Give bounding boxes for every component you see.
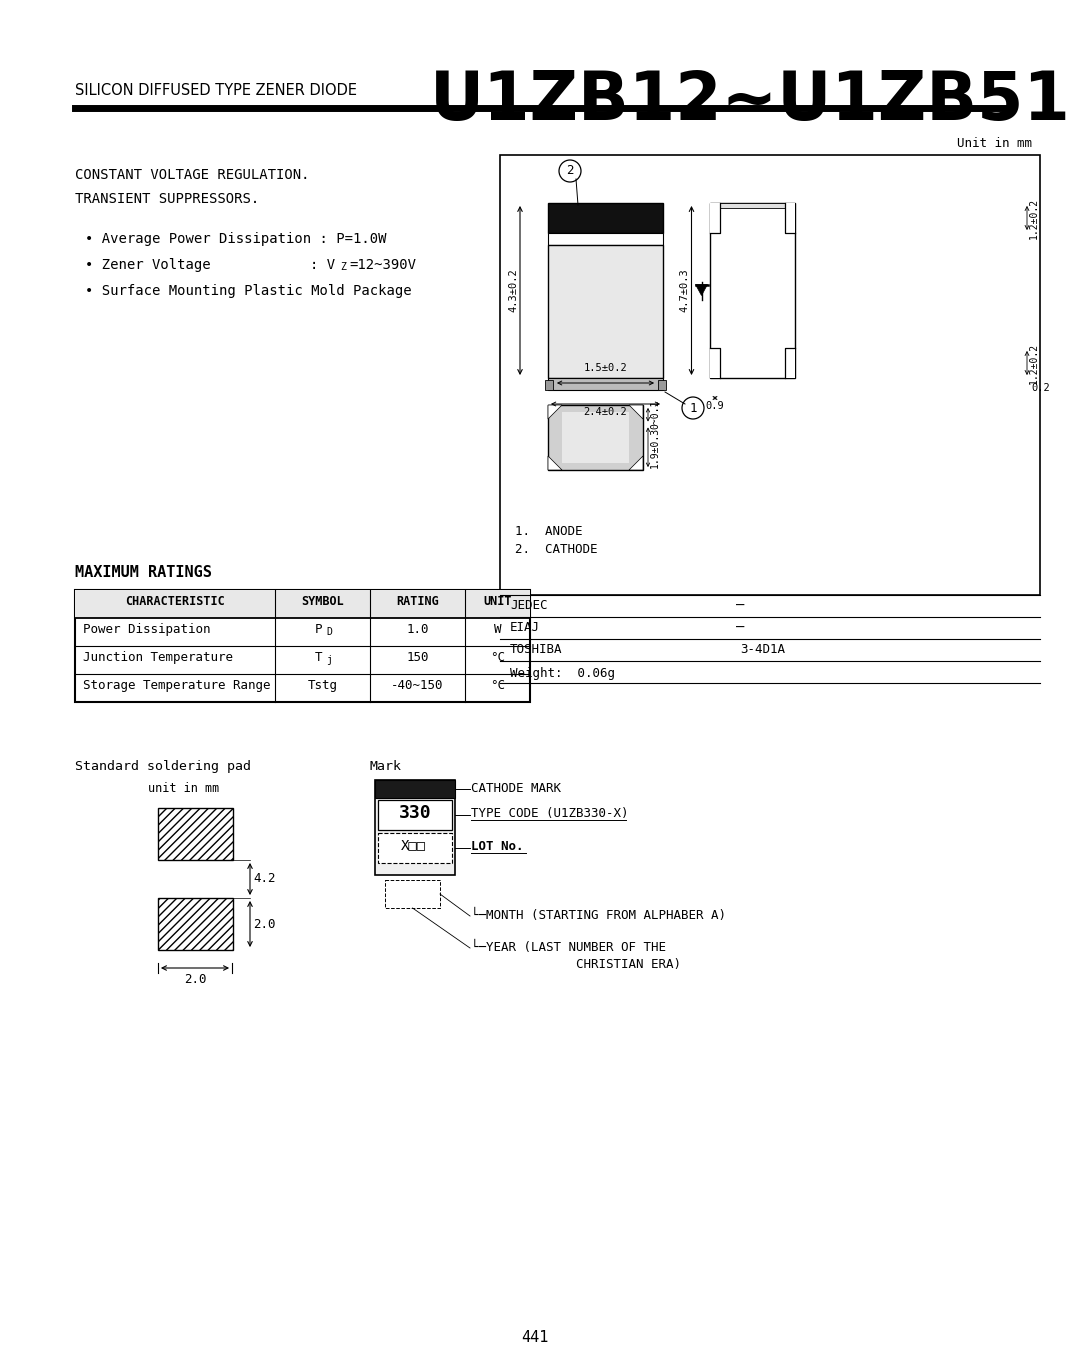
Polygon shape xyxy=(629,405,643,419)
Bar xyxy=(159,898,233,950)
Text: 1.9±0.3: 1.9±0.3 xyxy=(650,427,660,468)
Text: CHARACTERISTIC: CHARACTERISTIC xyxy=(125,595,225,607)
Text: 1.0: 1.0 xyxy=(406,622,428,636)
Text: 2.0: 2.0 xyxy=(184,973,207,986)
Bar xyxy=(785,348,795,378)
Bar xyxy=(75,590,530,618)
Text: Z: Z xyxy=(340,262,346,272)
Text: └─YEAR (LAST NUMBER OF THE: └─YEAR (LAST NUMBER OF THE xyxy=(471,940,666,954)
Text: 0.2: 0.2 xyxy=(1031,384,1050,393)
Text: SYMBOL: SYMBOL xyxy=(301,595,344,607)
Text: –: – xyxy=(736,621,744,635)
Bar xyxy=(500,156,1040,595)
Polygon shape xyxy=(548,456,562,470)
Text: CONSTANT VOLTAGE REGULATION.: CONSTANT VOLTAGE REGULATION. xyxy=(75,168,310,182)
Bar xyxy=(159,808,233,860)
Text: SILICON DIFFUSED TYPE ZENER DIODE: SILICON DIFFUSED TYPE ZENER DIODE xyxy=(75,83,357,98)
Text: TOSHIBA: TOSHIBA xyxy=(510,643,562,657)
Text: 2.  CATHODE: 2. CATHODE xyxy=(515,543,598,556)
Text: Unit in mm: Unit in mm xyxy=(957,136,1032,150)
Text: LOT No.: LOT No. xyxy=(471,839,524,853)
Text: └─MONTH (STARTING FROM ALPHABER A): └─MONTH (STARTING FROM ALPHABER A) xyxy=(471,909,726,923)
Text: UNIT: UNIT xyxy=(483,595,512,607)
Polygon shape xyxy=(695,284,708,295)
Text: Power Dissipation: Power Dissipation xyxy=(82,622,211,636)
Text: 1: 1 xyxy=(690,401,697,415)
Text: TYPE CODE (U1ZB330-X): TYPE CODE (U1ZB330-X) xyxy=(471,807,629,820)
Text: • Zener Voltage: • Zener Voltage xyxy=(85,258,211,272)
Text: Junction Temperature: Junction Temperature xyxy=(82,651,233,663)
Bar xyxy=(718,203,787,207)
Text: : V: : V xyxy=(310,258,335,272)
Text: 1.5±0.2: 1.5±0.2 xyxy=(584,363,628,373)
Text: Standard soldering pad: Standard soldering pad xyxy=(75,760,251,773)
Text: 4.3±0.2: 4.3±0.2 xyxy=(508,269,518,313)
Bar xyxy=(378,800,452,830)
Text: 3-4D1A: 3-4D1A xyxy=(740,643,785,657)
Text: 2.0: 2.0 xyxy=(253,917,275,931)
Bar xyxy=(785,203,795,233)
Bar xyxy=(548,378,663,390)
Polygon shape xyxy=(548,405,562,419)
Text: 2.4±0.2: 2.4±0.2 xyxy=(584,407,628,416)
Bar xyxy=(710,203,720,233)
Text: 330: 330 xyxy=(398,804,432,822)
Bar xyxy=(548,233,663,244)
Bar xyxy=(548,405,643,470)
Text: -40~150: -40~150 xyxy=(391,678,443,692)
Text: CHRISTIAN ERA): CHRISTIAN ERA) xyxy=(471,958,681,971)
Text: CATHODE MARK: CATHODE MARK xyxy=(471,782,561,794)
Text: Weight:  0.06g: Weight: 0.06g xyxy=(510,667,615,680)
Text: MAXIMUM RATINGS: MAXIMUM RATINGS xyxy=(75,565,212,580)
Text: Tstg: Tstg xyxy=(307,678,337,692)
Text: EIAJ: EIAJ xyxy=(510,621,540,633)
Bar xyxy=(548,244,663,378)
Text: JEDEC: JEDEC xyxy=(510,599,547,612)
Text: Storage Temperature Range: Storage Temperature Range xyxy=(82,678,271,692)
Bar xyxy=(548,203,663,233)
Bar xyxy=(384,880,440,908)
Text: P: P xyxy=(315,622,322,636)
Text: 1.  ANODE: 1. ANODE xyxy=(515,526,583,538)
Text: RATING: RATING xyxy=(396,595,439,607)
Bar xyxy=(658,379,666,390)
Bar xyxy=(545,379,553,390)
Text: T: T xyxy=(315,651,322,663)
Bar xyxy=(562,412,629,463)
Text: 1.2±0.2: 1.2±0.2 xyxy=(1029,198,1039,239)
Text: 1.2±0.2: 1.2±0.2 xyxy=(1029,343,1039,384)
Bar xyxy=(375,779,455,799)
Text: =12~390V: =12~390V xyxy=(349,258,416,272)
Text: unit in mm: unit in mm xyxy=(148,782,220,794)
Text: 0~0.1: 0~0.1 xyxy=(650,400,660,430)
Text: TRANSIENT SUPPRESSORS.: TRANSIENT SUPPRESSORS. xyxy=(75,192,259,206)
Bar xyxy=(378,833,452,863)
Text: °C: °C xyxy=(491,651,506,663)
Polygon shape xyxy=(629,456,643,470)
Text: 0.9: 0.9 xyxy=(706,401,724,411)
Text: 150: 150 xyxy=(406,651,428,663)
Text: • Surface Mounting Plastic Mold Package: • Surface Mounting Plastic Mold Package xyxy=(85,284,411,298)
Text: W: W xyxy=(494,622,501,636)
Text: • Average Power Dissipation : P=1.0W: • Average Power Dissipation : P=1.0W xyxy=(85,232,387,246)
Text: U1ZB12~U1ZB51: U1ZB12~U1ZB51 xyxy=(429,68,1071,134)
Text: 441: 441 xyxy=(522,1330,548,1345)
Bar xyxy=(375,779,455,875)
Bar xyxy=(710,203,795,378)
Text: 2: 2 xyxy=(567,165,574,177)
Text: °C: °C xyxy=(491,678,506,692)
Text: j: j xyxy=(327,655,332,665)
Text: –: – xyxy=(736,599,744,613)
Bar xyxy=(710,348,720,378)
Text: X□□: X□□ xyxy=(401,838,425,852)
Text: 4.7±0.3: 4.7±0.3 xyxy=(679,269,690,313)
Text: Mark: Mark xyxy=(369,760,402,773)
Text: 4.2: 4.2 xyxy=(253,872,275,886)
Text: D: D xyxy=(327,627,332,637)
Bar xyxy=(75,590,530,702)
